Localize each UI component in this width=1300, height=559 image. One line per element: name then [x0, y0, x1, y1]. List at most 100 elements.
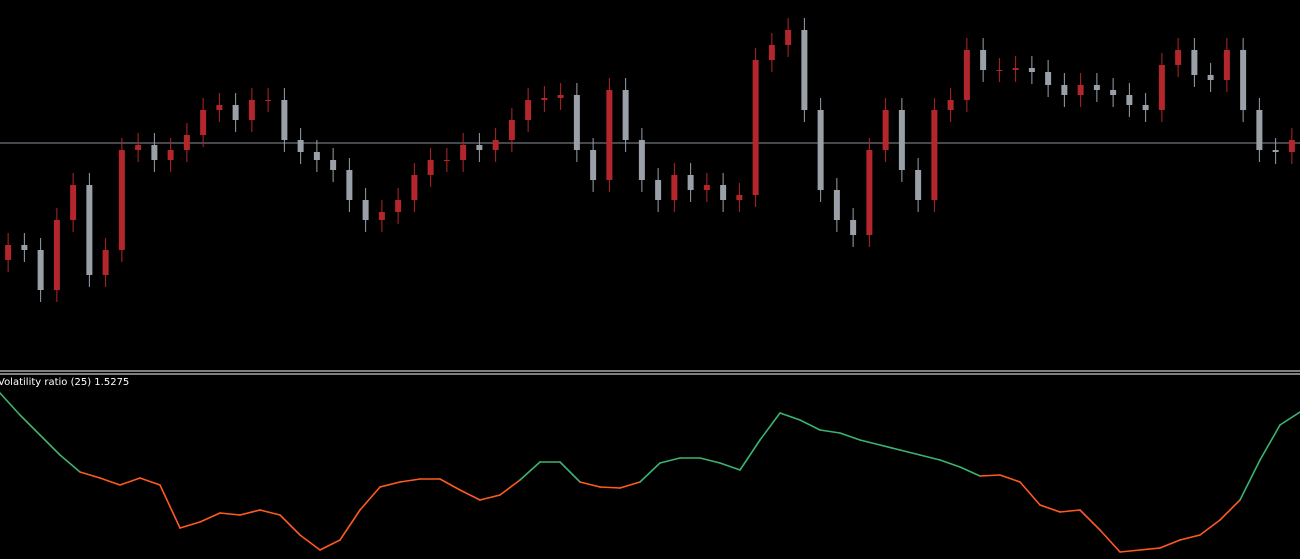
candle-body — [590, 150, 597, 180]
indicator-segment — [859, 439, 881, 446]
indicator-segment — [19, 414, 41, 436]
indicator-segment — [1239, 459, 1261, 501]
candle-body — [703, 185, 710, 190]
indicator-segment — [459, 489, 481, 501]
candle-body — [898, 110, 905, 170]
candle-body — [135, 145, 142, 150]
indicator-segment — [0, 392, 21, 416]
candle-body — [655, 180, 662, 200]
candle-body — [1077, 85, 1084, 95]
indicator-segment — [1199, 519, 1221, 536]
indicator-segment — [319, 539, 341, 551]
indicator-segment — [1219, 499, 1241, 521]
indicator-segment — [39, 434, 61, 456]
candle-body — [768, 45, 775, 60]
candle-body — [1256, 110, 1263, 150]
indicator-segment — [659, 457, 681, 464]
candle-body — [37, 250, 44, 290]
indicator-segment — [939, 459, 961, 468]
indicator-segment — [239, 509, 261, 516]
indicator-segment — [1099, 529, 1121, 553]
candle-body — [395, 200, 402, 212]
candle-body — [866, 150, 873, 235]
indicator-segment — [839, 432, 861, 441]
candle-body — [200, 110, 207, 135]
indicator-segment — [1019, 481, 1041, 506]
candle-body — [5, 245, 12, 260]
indicator-segment — [799, 419, 821, 431]
candle-body — [476, 145, 483, 150]
candle-body — [330, 160, 337, 170]
candle-body — [443, 160, 450, 161]
candle-body — [265, 100, 272, 101]
candle-body — [216, 105, 223, 110]
indicator-segment — [1279, 411, 1300, 426]
candle-body — [606, 90, 613, 180]
candle-body — [411, 175, 418, 200]
indicator-segment — [1119, 549, 1141, 553]
candle-body — [1093, 85, 1100, 90]
candle-body — [752, 60, 759, 195]
candle-body — [1061, 85, 1068, 95]
indicator-segment — [719, 462, 741, 471]
candle-body — [785, 30, 792, 45]
indicator-segment — [379, 481, 401, 488]
indicator-segment — [1079, 509, 1101, 531]
candle-body — [850, 220, 857, 235]
indicator-segment — [559, 461, 581, 483]
candle-body — [963, 50, 970, 100]
indicator-segment — [759, 412, 781, 441]
candle-body — [622, 90, 629, 140]
indicator-segment — [619, 481, 641, 489]
indicator-segment — [219, 512, 241, 516]
candle-body — [151, 145, 158, 160]
candle-body — [53, 220, 60, 290]
candle-body — [1191, 50, 1198, 75]
candle-body — [931, 110, 938, 200]
indicator-segment — [819, 429, 841, 434]
indicator-segment — [79, 471, 101, 479]
candle-body — [1158, 65, 1165, 110]
candle-body — [1175, 50, 1182, 65]
candle-body — [281, 100, 288, 140]
candle-body — [1028, 68, 1035, 72]
candle-body — [102, 250, 109, 275]
candle-body — [833, 190, 840, 220]
indicator-segment — [999, 474, 1021, 483]
indicator-label: Volatility ratio (25) 1.5275 — [0, 377, 129, 388]
indicator-segment — [339, 509, 361, 541]
candle-body — [1272, 150, 1279, 152]
candle-body — [1045, 72, 1052, 85]
indicator-segment — [1139, 547, 1161, 551]
indicator-segment — [979, 474, 1001, 477]
candle-body — [1142, 105, 1149, 110]
candle-body — [1110, 90, 1117, 95]
candle-body — [183, 135, 190, 150]
indicator-segment — [179, 521, 201, 529]
candle-body — [1223, 50, 1230, 80]
indicator-segment — [1259, 424, 1281, 461]
indicator-segment — [199, 512, 221, 523]
candle-body — [671, 175, 678, 200]
candle-body — [1126, 95, 1133, 105]
candle-body — [882, 110, 889, 150]
candle-body — [1012, 68, 1019, 70]
candle-body — [492, 140, 499, 150]
indicator-segment — [899, 449, 921, 456]
candle-body — [817, 110, 824, 190]
indicator-segment — [739, 439, 761, 471]
candle-body — [1240, 50, 1247, 110]
candle-body — [996, 70, 1003, 71]
indicator-segment — [499, 479, 521, 496]
indicator-segment — [119, 477, 141, 486]
indicator-segment — [879, 444, 901, 451]
indicator-segment — [279, 514, 301, 536]
indicator-segment — [1039, 504, 1061, 513]
candle-body — [525, 100, 532, 120]
candle-body — [573, 95, 580, 150]
candle-body — [460, 145, 467, 160]
indicator-segment — [579, 481, 601, 488]
candle-body — [801, 30, 808, 110]
